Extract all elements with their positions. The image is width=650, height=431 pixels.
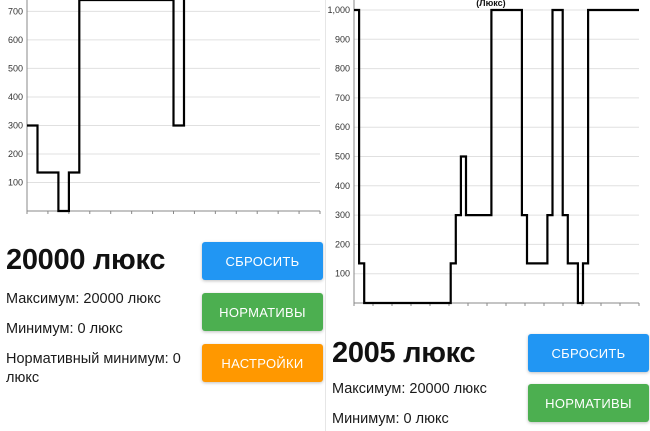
- y-tick-label: 900: [335, 34, 350, 44]
- y-tick-label: 300: [335, 210, 350, 220]
- left-panel: 100 200 300 400 500 600 700 20000 люкс Максиму…: [6, 0, 323, 386]
- left-current-reading: 20000 люкс: [6, 244, 166, 276]
- lux-series-line: [27, 0, 186, 213]
- y-tick-label: 500: [8, 63, 23, 73]
- lux-series-line: [354, 8, 639, 305]
- right-reset-button[interactable]: СБРОСИТЬ: [528, 334, 649, 372]
- right-max-value: Максимум: 20000 люкс: [332, 381, 487, 397]
- y-tick-label: 200: [335, 239, 350, 249]
- y-tick-label: 600: [8, 35, 23, 45]
- y-tick-label: 1,000: [327, 5, 350, 15]
- panel-divider: [325, 0, 326, 431]
- y-tick-label: 400: [8, 92, 23, 102]
- left-norm-min-value: Нормативный минимум: 0 люкс: [6, 351, 181, 386]
- y-tick-label: 300: [8, 120, 23, 130]
- right-panel: 100 200 300 400 500 600 700 800 900 1,000 (Люкс) 2…: [326, 0, 650, 431]
- y-tick-label: 100: [8, 177, 23, 187]
- left-min-value: Минимум: 0 люкс: [6, 321, 123, 337]
- right-norms-button[interactable]: НОРМАТИВЫ: [528, 384, 649, 422]
- left-max-value: Максимум: 20000 люкс: [6, 291, 161, 307]
- y-tick-label: 700: [335, 93, 350, 103]
- y-tick-label: 200: [8, 149, 23, 159]
- y-tick-label: 800: [335, 64, 350, 74]
- y-tick-label: 500: [335, 152, 350, 162]
- left-settings-button[interactable]: НАСТРОЙКИ: [202, 344, 323, 382]
- right-current-reading: 2005 люкс: [332, 337, 476, 369]
- left-reset-button[interactable]: СБРОСИТЬ: [202, 242, 323, 280]
- chart-title: (Люкс): [476, 0, 505, 8]
- left-norms-button[interactable]: НОРМАТИВЫ: [202, 293, 323, 331]
- y-tick-label: 400: [335, 181, 350, 191]
- y-tick-label: 700: [8, 6, 23, 16]
- y-tick-label: 600: [335, 122, 350, 132]
- left-lux-chart: 100 200 300 400 500 600 700: [8, 0, 321, 214]
- y-tick-label: 100: [335, 269, 350, 279]
- right-min-value: Минимум: 0 люкс: [332, 411, 449, 427]
- right-lux-chart: 100 200 300 400 500 600 700 800 900 1,000 (Люкс): [327, 0, 640, 306]
